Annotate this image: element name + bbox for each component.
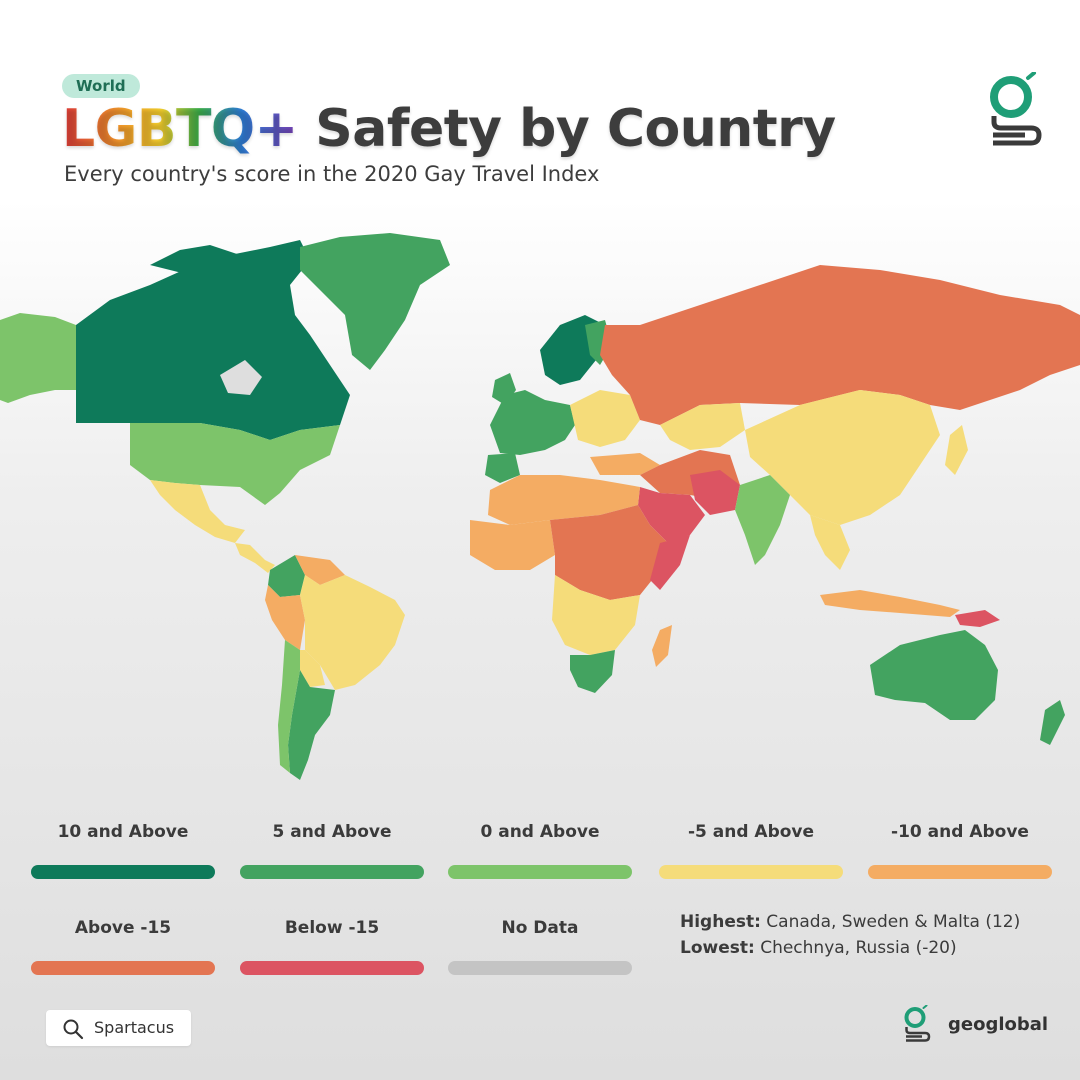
map-region-argentina: [288, 670, 335, 780]
legend-label: Above -15: [74, 918, 172, 938]
map-region-southeast-asia: [810, 515, 850, 570]
legend-item: Below -15: [240, 916, 424, 975]
map-region-bolivia: [300, 650, 325, 687]
map-region-china: [745, 390, 940, 525]
geoglobal-logo-icon: [990, 72, 1042, 146]
legend-item: -5 and Above: [659, 820, 843, 879]
lowest-line: Lowest: Chechnya, Russia (-20): [680, 935, 1020, 961]
lowest-label: Lowest:: [680, 938, 755, 958]
map-region-new-zealand: [1040, 700, 1065, 745]
search-icon: [63, 1019, 84, 1040]
source-label: Spartacus: [94, 1018, 175, 1037]
map-region-indonesia: [820, 590, 960, 617]
map-region-turkey: [590, 453, 660, 475]
highest-value: Canada, Sweden & Malta (12): [760, 912, 1021, 932]
map-region-colombia: [268, 555, 305, 597]
map-region-central-america: [235, 543, 275, 573]
legend-swatch: [448, 961, 632, 975]
map-region-west-africa: [470, 520, 555, 570]
map-region-southern-africa-north: [552, 575, 640, 655]
map-region-eastern-europe: [570, 390, 640, 447]
legend-swatch: [31, 865, 215, 879]
map-region-saudi-arabia: [638, 487, 705, 543]
map-region-kazakhstan: [660, 403, 745, 450]
highest-label: Highest:: [680, 912, 761, 932]
map-region-somalia: [650, 535, 690, 590]
legend-label: -10 and Above: [891, 822, 1029, 842]
legend-item: -10 and Above: [868, 820, 1052, 879]
legend-label: No Data: [501, 918, 579, 938]
map-region-alaska: [0, 313, 76, 403]
map-region-central-africa: [550, 505, 668, 600]
map-region-canada: [76, 240, 350, 440]
map-region-hudson-bay: [220, 360, 262, 395]
map-region-iran: [690, 470, 740, 515]
page-subtitle: Every country's score in the 2020 Gay Tr…: [64, 162, 600, 186]
legend-item: 5 and Above: [240, 820, 424, 879]
map-region-madagascar: [652, 625, 672, 667]
legend-item: 10 and Above: [31, 820, 215, 879]
legend-item: 0 and Above: [448, 820, 632, 879]
map-region-japan: [945, 425, 968, 475]
facts: Highest: Canada, Sweden & Malta (12) Low…: [680, 909, 1020, 961]
map-region-india: [735, 475, 790, 565]
legend-label: Below -15: [284, 918, 380, 938]
region-tag: World: [62, 74, 140, 98]
legend-item: No Data: [448, 916, 632, 975]
world-map: [0, 233, 1080, 780]
map-region-greenland: [300, 233, 450, 370]
map-region-papua: [955, 610, 1000, 627]
legend-label: 10 and Above: [57, 822, 189, 842]
map-region-venezuela: [295, 555, 345, 585]
legend-swatch: [240, 961, 424, 975]
map-region-western-europe: [490, 390, 575, 455]
geoglobal-logo-icon: [904, 1005, 931, 1042]
map-region-south-africa: [570, 650, 615, 693]
legend-swatch: [240, 865, 424, 879]
legend-swatch: [868, 865, 1052, 879]
map-region-russia: [600, 265, 1080, 425]
map-region-peru: [265, 585, 305, 650]
map-region-mongolia: [800, 390, 880, 425]
map-region-usa: [130, 423, 340, 505]
map-region-uk: [492, 373, 516, 405]
page-title: LGBTQ+ Safety by Country: [62, 97, 836, 161]
map-region-iberia: [485, 453, 520, 483]
legend-label: 0 and Above: [480, 822, 600, 842]
highest-line: Highest: Canada, Sweden & Malta (12): [680, 909, 1020, 935]
map-region-mexico: [150, 480, 245, 543]
legend-swatch: [448, 865, 632, 879]
legend-label: -5 and Above: [687, 822, 815, 842]
map-region-brazil: [300, 575, 405, 690]
map-region-australia: [870, 630, 998, 720]
legend-swatch: [31, 961, 215, 975]
legend-item: Above -15: [31, 916, 215, 975]
title-rest: Safety by Country: [297, 99, 836, 159]
brand-name: geoglobal: [948, 1014, 1049, 1035]
legend-swatch: [659, 865, 843, 879]
source-badge: Spartacus: [46, 1010, 191, 1046]
map-region-chile: [278, 640, 300, 773]
title-highlight: LGBTQ+: [62, 99, 298, 159]
map-region-canada-arctic: [150, 245, 240, 275]
map-region-north-africa: [488, 475, 640, 525]
lowest-value: Chechnya, Russia (-20): [754, 938, 957, 958]
legend-label: 5 and Above: [272, 822, 392, 842]
